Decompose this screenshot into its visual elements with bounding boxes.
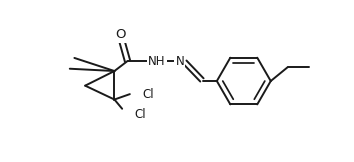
- Text: O: O: [115, 28, 126, 41]
- Text: N: N: [176, 55, 184, 68]
- Text: Cl: Cl: [135, 108, 146, 122]
- Text: NH: NH: [148, 55, 166, 68]
- Text: Cl: Cl: [142, 88, 154, 101]
